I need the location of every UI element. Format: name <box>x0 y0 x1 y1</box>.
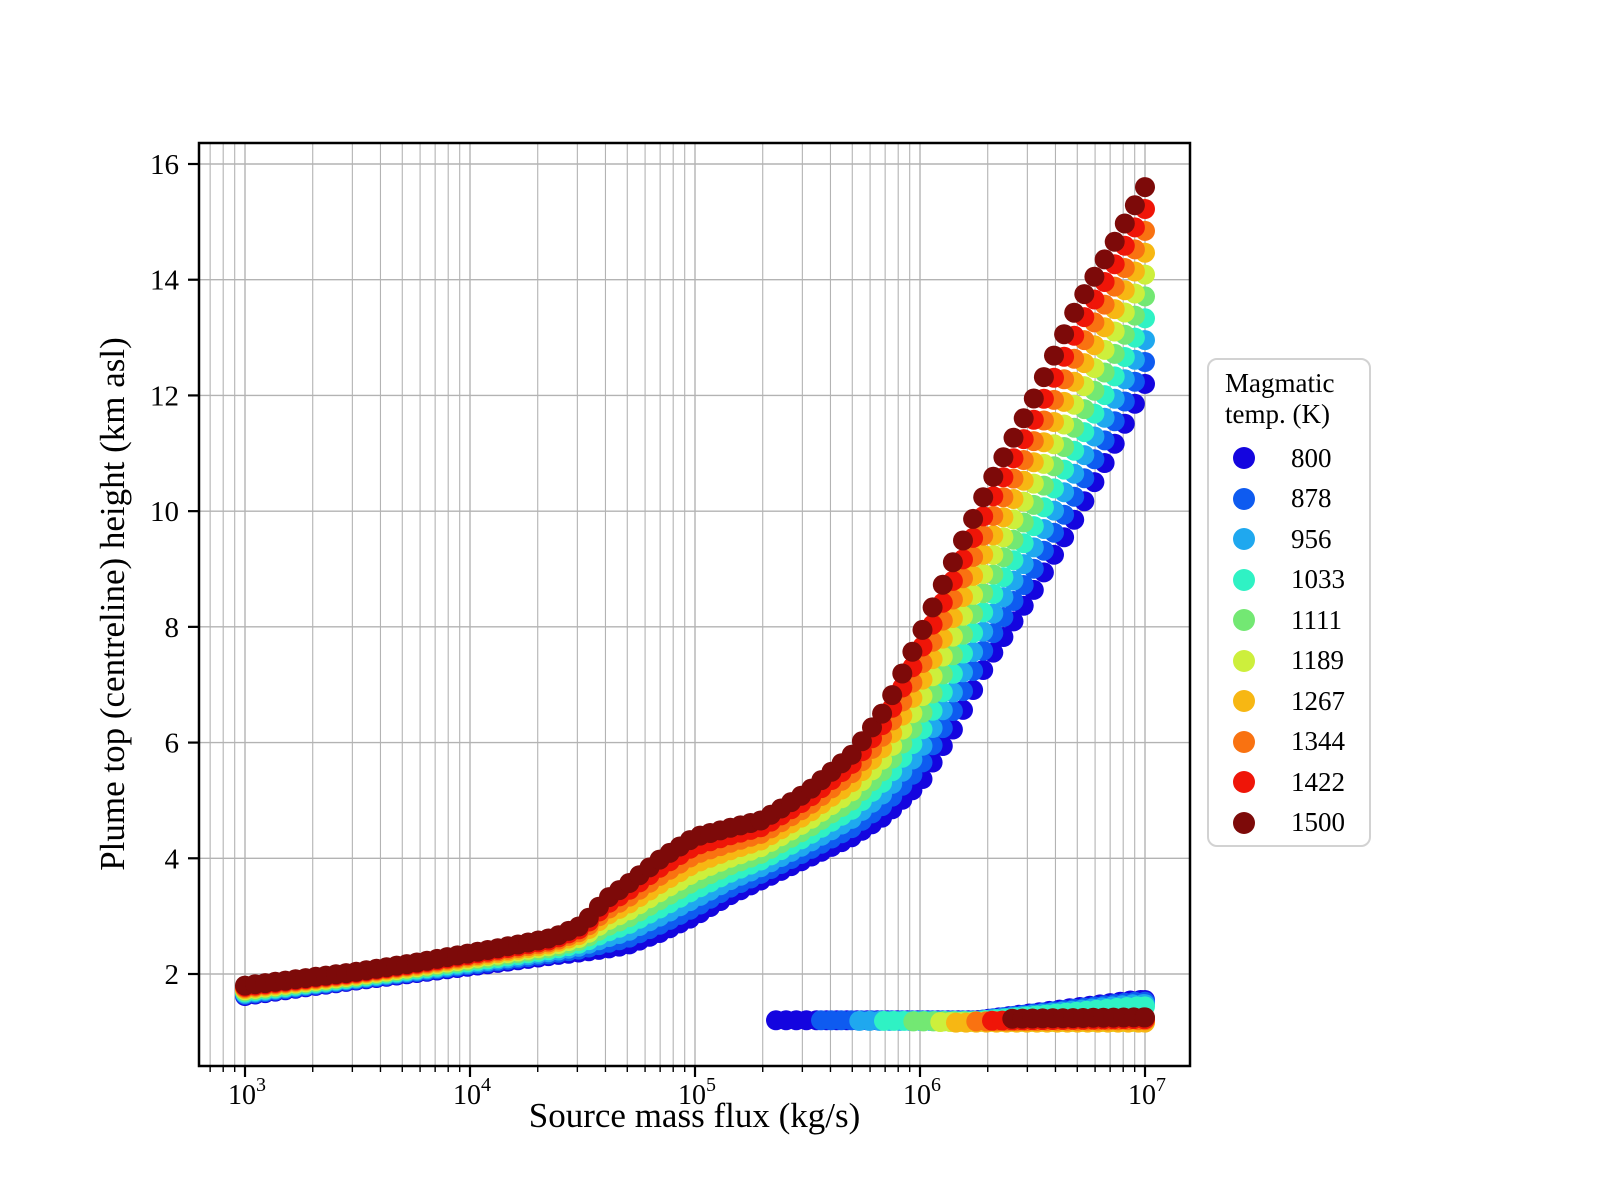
legend-item-1422: 1422 <box>1225 762 1369 803</box>
y-axis-label: Plume top (centreline) height (km asl) <box>93 337 132 871</box>
plot-gridlines <box>199 143 1190 1066</box>
legend-item-1267: 1267 <box>1225 681 1369 722</box>
legend-item-800: 800 <box>1225 438 1369 479</box>
svg-text:2: 2 <box>165 959 180 991</box>
svg-text:14: 14 <box>150 265 180 297</box>
axis-ticks <box>188 162 1147 1077</box>
legend-item-1033: 1033 <box>1225 560 1369 601</box>
legend-marker-icon <box>1233 811 1255 834</box>
legend-marker-icon <box>1233 771 1255 794</box>
svg-text:103: 103 <box>228 1074 266 1111</box>
legend-item-878: 878 <box>1225 479 1369 520</box>
svg-text:104: 104 <box>453 1074 491 1111</box>
legend-box: Magmatic temp. (K) 800 878 956 1033 1111 1189… <box>1207 358 1371 847</box>
legend-marker-icon <box>1233 447 1255 470</box>
svg-text:8: 8 <box>165 612 180 644</box>
legend-title: Magmatic temp. (K) <box>1225 368 1369 430</box>
legend-items: 800 878 956 1033 1111 1189 1267 1344 1422 1500 <box>1225 438 1369 843</box>
legend-marker-icon <box>1233 568 1255 591</box>
legend-marker-icon <box>1233 730 1255 753</box>
legend-marker-icon <box>1233 487 1255 510</box>
legend-item-956: 956 <box>1225 519 1369 560</box>
legend-item-1344: 1344 <box>1225 722 1369 763</box>
legend-item-label: 1500 <box>1291 807 1345 838</box>
svg-text:16: 16 <box>150 149 179 181</box>
legend-marker-icon <box>1233 528 1255 551</box>
legend-item-label: 1111 <box>1291 604 1342 635</box>
legend-item-label: 1344 <box>1291 726 1345 757</box>
legend-item-label: 1033 <box>1291 564 1345 595</box>
scatter-data <box>235 177 1155 1033</box>
legend-marker-icon <box>1233 690 1255 713</box>
y-tick-labels: 2 4 6 8 10 12 14 16 <box>150 149 180 991</box>
legend-item-label: 956 <box>1291 523 1332 554</box>
svg-text:10: 10 <box>150 496 179 528</box>
legend-item-1189: 1189 <box>1225 641 1369 682</box>
legend-item-label: 1422 <box>1291 766 1345 797</box>
series-points-1500 <box>235 177 1155 1029</box>
svg-text:6: 6 <box>165 728 180 760</box>
legend-item-label: 1267 <box>1291 685 1345 716</box>
legend-title-line2: temp. (K) <box>1225 399 1330 429</box>
legend-title-line1: Magmatic <box>1225 368 1335 398</box>
legend-marker-icon <box>1233 649 1255 672</box>
svg-text:106: 106 <box>903 1074 941 1111</box>
legend-item-label: 1189 <box>1291 645 1344 676</box>
legend-item-label: 878 <box>1291 483 1332 514</box>
legend-marker-icon <box>1233 609 1255 632</box>
svg-text:12: 12 <box>150 380 179 412</box>
legend-item-1500: 1500 <box>1225 803 1369 844</box>
x-axis-label: Source mass flux (kg/s) <box>528 1096 861 1135</box>
legend-item-label: 800 <box>1291 442 1332 473</box>
svg-text:4: 4 <box>165 843 180 875</box>
x-tick-labels: 103 104 105 106 107 <box>228 1074 1166 1111</box>
svg-text:105: 105 <box>678 1074 716 1111</box>
legend-item-1111: 1111 <box>1225 600 1369 641</box>
svg-text:107: 107 <box>1128 1074 1166 1111</box>
